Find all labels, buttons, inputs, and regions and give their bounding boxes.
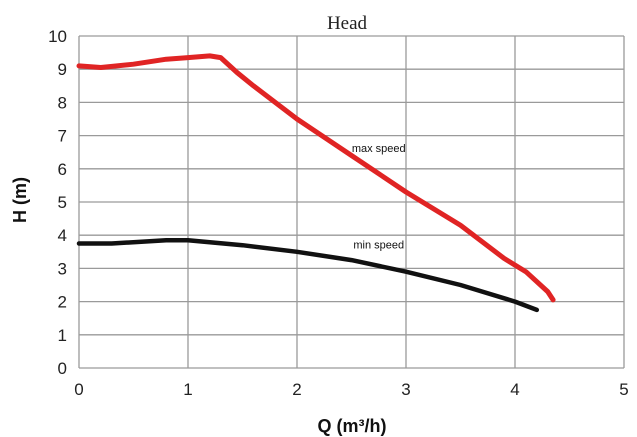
y-tick-label-4: 4: [58, 226, 67, 245]
x-axis-title: Q (m³/h): [318, 416, 387, 436]
chart-title: Head: [327, 13, 368, 34]
y-tick-label-6: 6: [58, 160, 67, 179]
y-tick-label-2: 2: [58, 293, 67, 312]
y-tick-label-9: 9: [58, 60, 67, 79]
y-tick-labels: 0 1 2 3 4 5 6 7 8 9 10: [48, 27, 67, 378]
series-line-1: [76, 237, 540, 313]
annotation-1: min speed: [353, 239, 404, 251]
x-tick-label-3: 3: [401, 380, 410, 399]
series-line-0: [76, 53, 556, 303]
x-tick-labels: 0 1 2 3 4 5: [74, 380, 628, 399]
annotation-0: max speed: [352, 143, 406, 155]
x-tick-label-2: 2: [292, 380, 301, 399]
y-tick-label-10: 10: [48, 27, 67, 46]
y-tick-label-1: 1: [58, 326, 67, 345]
x-tick-label-0: 0: [74, 380, 83, 399]
series: [76, 53, 556, 313]
y-tick-label-0: 0: [58, 359, 67, 378]
y-tick-label-3: 3: [58, 259, 67, 278]
annotations: max speed min speed: [352, 143, 406, 251]
x-tick-label-5: 5: [619, 380, 628, 399]
grid: [78, 35, 625, 369]
x-tick-label-1: 1: [183, 380, 192, 399]
x-tick-label-4: 4: [510, 380, 519, 399]
y-tick-label-5: 5: [58, 193, 67, 212]
y-tick-label-8: 8: [58, 93, 67, 112]
y-axis-title: H (m): [10, 177, 30, 223]
y-tick-label-7: 7: [58, 127, 67, 146]
